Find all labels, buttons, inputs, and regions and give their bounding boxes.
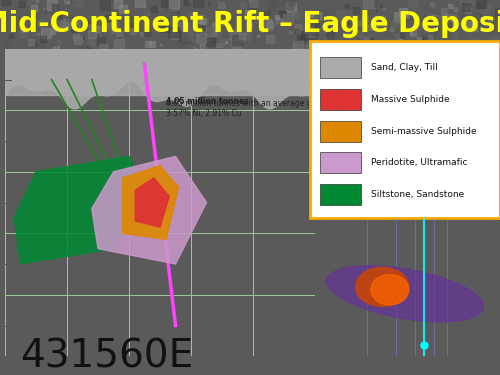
- FancyBboxPatch shape: [320, 57, 362, 78]
- Polygon shape: [135, 178, 170, 227]
- Polygon shape: [92, 156, 206, 264]
- FancyBboxPatch shape: [320, 89, 362, 110]
- FancyBboxPatch shape: [320, 184, 362, 205]
- Text: 4.05 million tonnes: 4.05 million tonnes: [166, 97, 249, 106]
- Text: Massive Sulphide: Massive Sulphide: [371, 95, 450, 104]
- Text: Sand, Clay, Till: Sand, Clay, Till: [371, 63, 438, 72]
- Text: Mid-Continent Rift – Eagle Deposit: Mid-Continent Rift – Eagle Deposit: [0, 10, 500, 38]
- Text: 4.05 million tonnes with an average grade of
3.57% Ni, 2.91% Cu: 4.05 million tonnes with an average grad…: [166, 99, 339, 118]
- Text: Semi-massive Sulphide: Semi-massive Sulphide: [371, 127, 476, 136]
- Ellipse shape: [371, 274, 409, 305]
- Ellipse shape: [326, 266, 484, 322]
- Ellipse shape: [356, 267, 409, 306]
- Text: 431560E: 431560E: [20, 337, 194, 375]
- FancyBboxPatch shape: [310, 41, 500, 218]
- Polygon shape: [14, 156, 144, 264]
- FancyBboxPatch shape: [320, 152, 362, 174]
- Polygon shape: [5, 49, 315, 95]
- Polygon shape: [123, 166, 178, 239]
- FancyBboxPatch shape: [320, 121, 362, 142]
- Text: Peridotite, Ultramafic: Peridotite, Ultramafic: [371, 158, 468, 167]
- Text: Siltstone, Sandstone: Siltstone, Sandstone: [371, 190, 464, 199]
